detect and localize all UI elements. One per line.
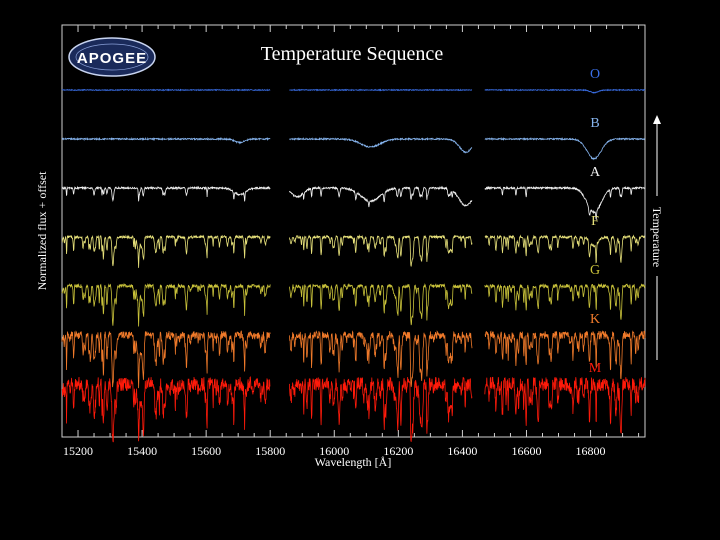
x-tick-label-16200: 16200: [383, 444, 413, 458]
spectrum-a-chip-2: [289, 185, 473, 208]
spectrum-a-chip-3: [484, 185, 646, 221]
x-tick-label-16400: 16400: [447, 444, 477, 458]
spectrum-k-chip-3: [484, 330, 646, 380]
spectrum-g-chip-2: [289, 283, 473, 326]
spectrum-b-chip-3: [484, 137, 645, 161]
plot-frame: [61, 24, 646, 438]
class-label-o: O: [590, 67, 600, 82]
x-tick-label-15800: 15800: [255, 444, 285, 458]
class-label-m: M: [589, 361, 602, 376]
class-label-f: F: [591, 214, 599, 229]
spectrum-g-chip-3: [484, 282, 646, 320]
spectrum-m-chip-2: [289, 376, 473, 442]
x-axis-ticks: 15200 15400 15600 15800 16000 16200 16400 16600…: [61, 25, 640, 458]
class-label-g: G: [590, 263, 600, 278]
series-g: [61, 282, 646, 327]
series-m: [61, 376, 646, 443]
x-tick-label-16000: 16000: [319, 444, 349, 458]
x-tick-label-15600: 15600: [191, 444, 221, 458]
temperature-arrow: Temperature: [650, 115, 664, 360]
spectra-series: [61, 88, 646, 443]
series-k: [61, 330, 646, 389]
apogee-logo: APOGEE: [68, 37, 156, 77]
spectrum-m-chip-3: [484, 376, 646, 434]
temperature-label: Temperature: [650, 207, 664, 267]
x-tick-label-15400: 15400: [127, 444, 157, 458]
series-a: [61, 185, 646, 221]
series-f: [61, 234, 646, 268]
spectrum-o-chip-2: [289, 88, 473, 92]
spectrum-o-chip-3: [484, 88, 646, 94]
spectral-class-labels: O B A F G K M: [589, 67, 602, 376]
series-b: [61, 136, 645, 161]
spectrum-f-chip-3: [484, 234, 646, 264]
spectrum-g-chip-1: [61, 282, 271, 327]
x-tick-label-16800: 16800: [576, 444, 606, 458]
spectrum-b-chip-2: [289, 136, 473, 154]
series-o: [61, 88, 646, 94]
spectrum-f-chip-1: [61, 234, 271, 268]
x-tick-label-16600: 16600: [511, 444, 541, 458]
spectrum-m-chip-1: [61, 376, 271, 443]
x-axis-label: Wavelength [Å]: [315, 455, 392, 469]
spectrum-o-chip-1: [61, 88, 271, 92]
spectrum-k-chip-1: [61, 330, 271, 389]
spectrum-b-chip-1: [61, 136, 271, 145]
chart-title: Temperature Sequence: [261, 43, 444, 65]
class-label-k: K: [590, 312, 600, 327]
class-label-b: B: [590, 116, 599, 131]
x-tick-label-15200: 15200: [63, 444, 93, 458]
class-label-a: A: [590, 165, 601, 180]
y-axis-label: Normalized flux + offset: [35, 171, 49, 291]
logo-text: APOGEE: [77, 50, 147, 67]
spectrum-a-chip-1: [61, 185, 271, 202]
spectrum-k-chip-2: [289, 330, 473, 387]
spectrum-f-chip-2: [289, 234, 473, 267]
